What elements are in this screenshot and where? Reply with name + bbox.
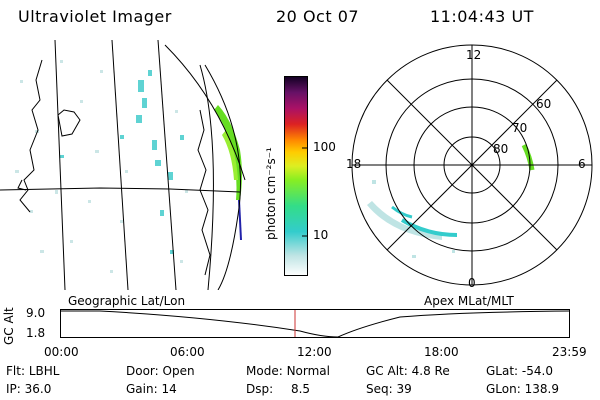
map-parallel bbox=[0, 187, 241, 193]
footer-mode-value: Normal bbox=[286, 364, 330, 378]
mlt-label-6: 6 bbox=[578, 157, 586, 171]
footer-gain-value: 14 bbox=[161, 382, 177, 396]
footer-gain: Gain: 14 bbox=[126, 382, 177, 396]
date-label: 20 Oct 07 bbox=[276, 7, 360, 26]
colorbar bbox=[284, 76, 308, 276]
footer-flt: Flt: LBHL bbox=[6, 364, 59, 378]
footer-seq-value: 39 bbox=[396, 382, 412, 396]
footer-glat-value: -54.0 bbox=[521, 364, 553, 378]
altitude-xtick-1200: 12:00 bbox=[297, 345, 332, 359]
right-panel-label: Apex MLat/MLT bbox=[424, 294, 514, 308]
altitude-plot bbox=[60, 309, 571, 338]
footer-seq: Seq: 39 bbox=[366, 382, 412, 396]
footer-dsp-value: 8.5 bbox=[290, 382, 311, 396]
footer-flt-label: Flt: bbox=[6, 364, 25, 378]
footer-dsp-label: Dsp: bbox=[246, 382, 274, 396]
footer-flt-value: LBHL bbox=[28, 364, 60, 378]
footer-mode-label: Mode: bbox=[246, 364, 283, 378]
polar-emission bbox=[367, 143, 535, 258]
footer-glat: GLat: -54.0 bbox=[486, 364, 553, 378]
colorbar-unit-label: photon cm⁻²s⁻¹ bbox=[264, 147, 278, 240]
footer-dsp: Dsp: 8.5 bbox=[246, 382, 310, 396]
footer-glon-label: GLon: bbox=[486, 382, 521, 396]
footer-glon-value: 138.9 bbox=[524, 382, 559, 396]
footer-ip-value: 36.0 bbox=[24, 382, 52, 396]
footer-door-label: Door: bbox=[126, 364, 159, 378]
footer-gc-alt-label: GC Alt: bbox=[366, 364, 408, 378]
altitude-xtick-2359: 23:59 bbox=[552, 345, 587, 359]
green-auroral-arc bbox=[214, 105, 242, 200]
geographic-map bbox=[0, 40, 246, 290]
footer-seq-label: Seq: bbox=[366, 382, 393, 396]
colorbar-tick-100: 100 bbox=[313, 140, 336, 154]
footer-door: Door: Open bbox=[126, 364, 195, 378]
footer-ip-label: IP: bbox=[6, 382, 21, 396]
altitude-xtick-0600: 06:00 bbox=[170, 345, 205, 359]
altitude-xtick-0000: 00:00 bbox=[44, 345, 79, 359]
time-label: 11:04:43 UT bbox=[430, 7, 534, 26]
altitude-ylabel: GC Alt bbox=[2, 307, 16, 345]
footer-door-value: Open bbox=[162, 364, 195, 378]
polar-grid bbox=[351, 44, 593, 286]
lat-label-60: 60 bbox=[536, 97, 552, 111]
footer-ip: IP: 36.0 bbox=[6, 382, 51, 396]
cyan-emission bbox=[60, 70, 184, 254]
footer-gc-alt-value: 4.8 Re bbox=[411, 364, 450, 378]
colorbar-tick-10: 10 bbox=[313, 228, 329, 242]
lat-label-70: 70 bbox=[512, 121, 528, 135]
left-panel-label: Geographic Lat/Lon bbox=[68, 294, 186, 308]
altitude-xtick-1800: 18:00 bbox=[424, 345, 459, 359]
footer-gain-label: Gain: bbox=[126, 382, 158, 396]
mlt-label-12: 12 bbox=[466, 48, 482, 62]
footer-mode: Mode: Normal bbox=[246, 364, 330, 378]
altitude-trace bbox=[60, 310, 571, 338]
footer-gc-alt: GC Alt: 4.8 Re bbox=[366, 364, 450, 378]
altitude-ytick-1-8: 1.8 bbox=[26, 326, 46, 340]
polar-plot bbox=[351, 44, 593, 286]
footer-glon: GLon: 138.9 bbox=[486, 382, 559, 396]
map-coastlines bbox=[17, 59, 211, 276]
lat-label-80: 80 bbox=[493, 142, 509, 156]
footer-glat-label: GLat: bbox=[486, 364, 519, 378]
altitude-ytick-9: 9.0 bbox=[26, 306, 46, 320]
instrument-title: Ultraviolet Imager bbox=[18, 7, 172, 26]
mlt-label-18: 18 bbox=[346, 157, 362, 171]
map-speckle bbox=[15, 60, 188, 273]
mlt-label-0: 0 bbox=[468, 276, 476, 290]
map-meridians bbox=[54, 40, 246, 290]
